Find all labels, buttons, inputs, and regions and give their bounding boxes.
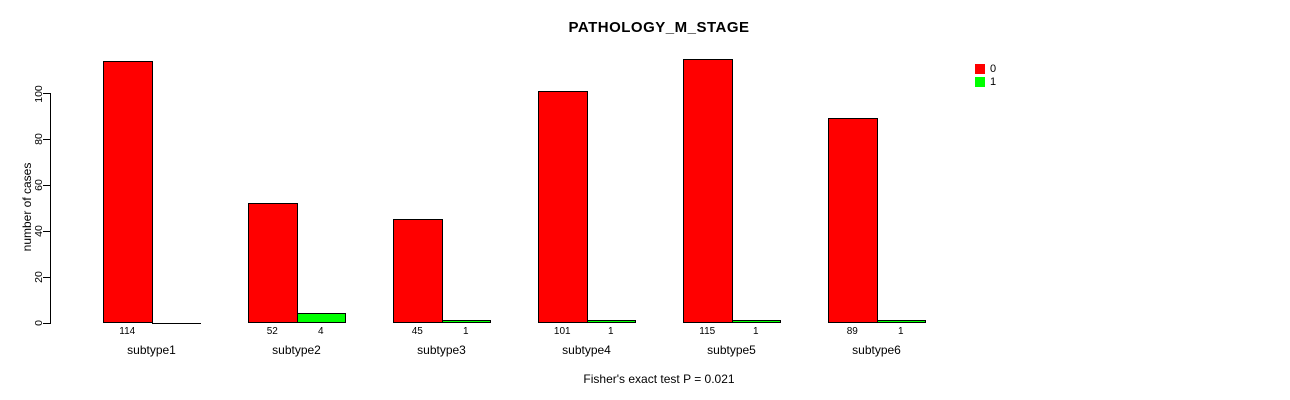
bar-count-label: 45 [411, 326, 423, 337]
y-axis-line [50, 93, 51, 324]
legend-swatch-green [975, 76, 985, 87]
bar-count-label: 115 [699, 326, 716, 337]
bar-0-subtype1 [103, 60, 153, 324]
bar-count-label: 101 [553, 326, 571, 337]
bar-count-label: 4 [317, 326, 324, 337]
y-tick [43, 230, 50, 232]
legend-item-0: 0 [975, 62, 996, 75]
footnote: Fisher's exact test P = 0.021 [583, 372, 735, 386]
legend-item-1: 1 [975, 75, 996, 88]
bar-1-subtype2 [296, 313, 346, 324]
chart-title: PATHOLOGY_M_STAGE [568, 19, 750, 36]
bar-0-subtype2 [248, 203, 298, 324]
bar-1-subtype4 [586, 320, 636, 324]
x-category-label: subtype3 [417, 343, 466, 357]
bar-0-subtype4 [538, 90, 588, 324]
bar-0-subtype5 [683, 58, 733, 324]
bar-count-label: 52 [266, 326, 278, 337]
bar-count-label: 1 [607, 326, 614, 337]
y-tick [43, 138, 50, 140]
x-category-label: subtype4 [562, 343, 611, 357]
y-tick [43, 184, 50, 186]
bar-0-subtype3 [393, 219, 443, 324]
y-tick [43, 93, 50, 94]
bar-count-label: 1 [897, 326, 904, 337]
x-category-label: subtype2 [272, 343, 321, 357]
bar-1-subtype5 [731, 320, 781, 324]
y-tick [43, 276, 50, 278]
bar-count-label: 114 [119, 326, 136, 337]
bar-1-subtype1 [151, 323, 201, 324]
x-category-label: subtype5 [707, 343, 756, 357]
y-tick [43, 322, 50, 324]
x-category-label: subtype1 [127, 343, 176, 357]
legend-label-1: 1 [990, 75, 997, 88]
bar-count-label: 1 [462, 326, 469, 337]
bar-count-label: 1 [752, 326, 759, 337]
legend: 0 1 [975, 62, 996, 88]
bar-1-subtype6 [876, 320, 926, 324]
bar-0-subtype6 [828, 118, 878, 324]
bar-1-subtype3 [441, 320, 491, 324]
x-category-label: subtype6 [852, 343, 901, 357]
legend-label-0: 0 [990, 62, 997, 75]
legend-swatch-red [975, 63, 985, 74]
bar-count-label: 89 [846, 326, 858, 337]
